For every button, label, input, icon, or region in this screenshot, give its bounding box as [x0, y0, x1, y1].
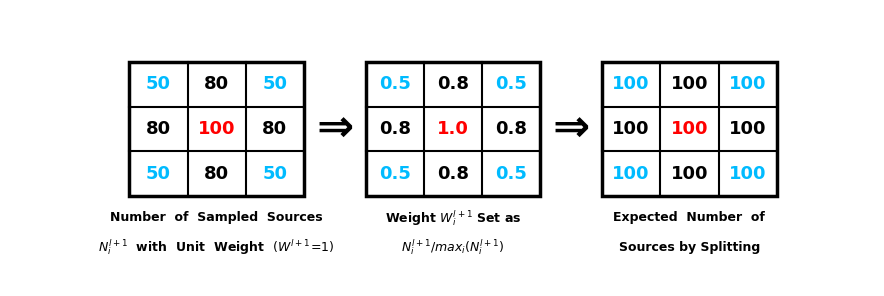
- Text: Weight $W_i^{l+1}$ Set as: Weight $W_i^{l+1}$ Set as: [385, 208, 522, 228]
- Text: 0.8: 0.8: [437, 75, 469, 93]
- Text: 0.5: 0.5: [495, 165, 527, 183]
- Bar: [602, 62, 777, 196]
- Text: Number  of  Sampled  Sources: Number of Sampled Sources: [110, 211, 323, 224]
- Text: 50: 50: [263, 75, 287, 93]
- Text: 0.8: 0.8: [437, 165, 469, 183]
- Text: 100: 100: [671, 120, 708, 138]
- Bar: [129, 62, 304, 196]
- Text: 50: 50: [146, 75, 171, 93]
- Text: 50: 50: [263, 165, 287, 183]
- Text: Sources by Splitting: Sources by Splitting: [619, 241, 760, 254]
- Text: 80: 80: [146, 120, 171, 138]
- Text: 80: 80: [263, 120, 287, 138]
- Text: 1.0: 1.0: [437, 120, 469, 138]
- Text: Expected  Number  of: Expected Number of: [613, 211, 766, 224]
- Text: 100: 100: [671, 165, 708, 183]
- Text: ⇒: ⇒: [316, 107, 354, 150]
- Text: 0.8: 0.8: [495, 120, 527, 138]
- Text: 0.5: 0.5: [495, 75, 527, 93]
- Text: 50: 50: [146, 165, 171, 183]
- Text: 100: 100: [729, 75, 766, 93]
- Text: 80: 80: [204, 165, 229, 183]
- Text: 100: 100: [729, 165, 766, 183]
- Bar: [366, 62, 540, 196]
- Text: 100: 100: [613, 75, 650, 93]
- Text: 100: 100: [613, 165, 650, 183]
- Text: $N_i^{l+1}$  with  Unit  Weight  $(W^{l+1}\!=\!1)$: $N_i^{l+1}$ with Unit Weight $(W^{l+1}\!…: [98, 238, 335, 257]
- Text: 100: 100: [671, 75, 708, 93]
- Text: 100: 100: [613, 120, 650, 138]
- Text: 0.5: 0.5: [379, 165, 411, 183]
- Text: 100: 100: [729, 120, 766, 138]
- Text: ⇒: ⇒: [552, 107, 590, 150]
- Text: 0.5: 0.5: [379, 75, 411, 93]
- Text: 80: 80: [204, 75, 229, 93]
- Text: 0.8: 0.8: [379, 120, 411, 138]
- Text: 100: 100: [198, 120, 235, 138]
- Text: $N_i^{l+1}/\mathit{max}_i(N_i^{l+1})$: $N_i^{l+1}/\mathit{max}_i(N_i^{l+1})$: [401, 238, 505, 257]
